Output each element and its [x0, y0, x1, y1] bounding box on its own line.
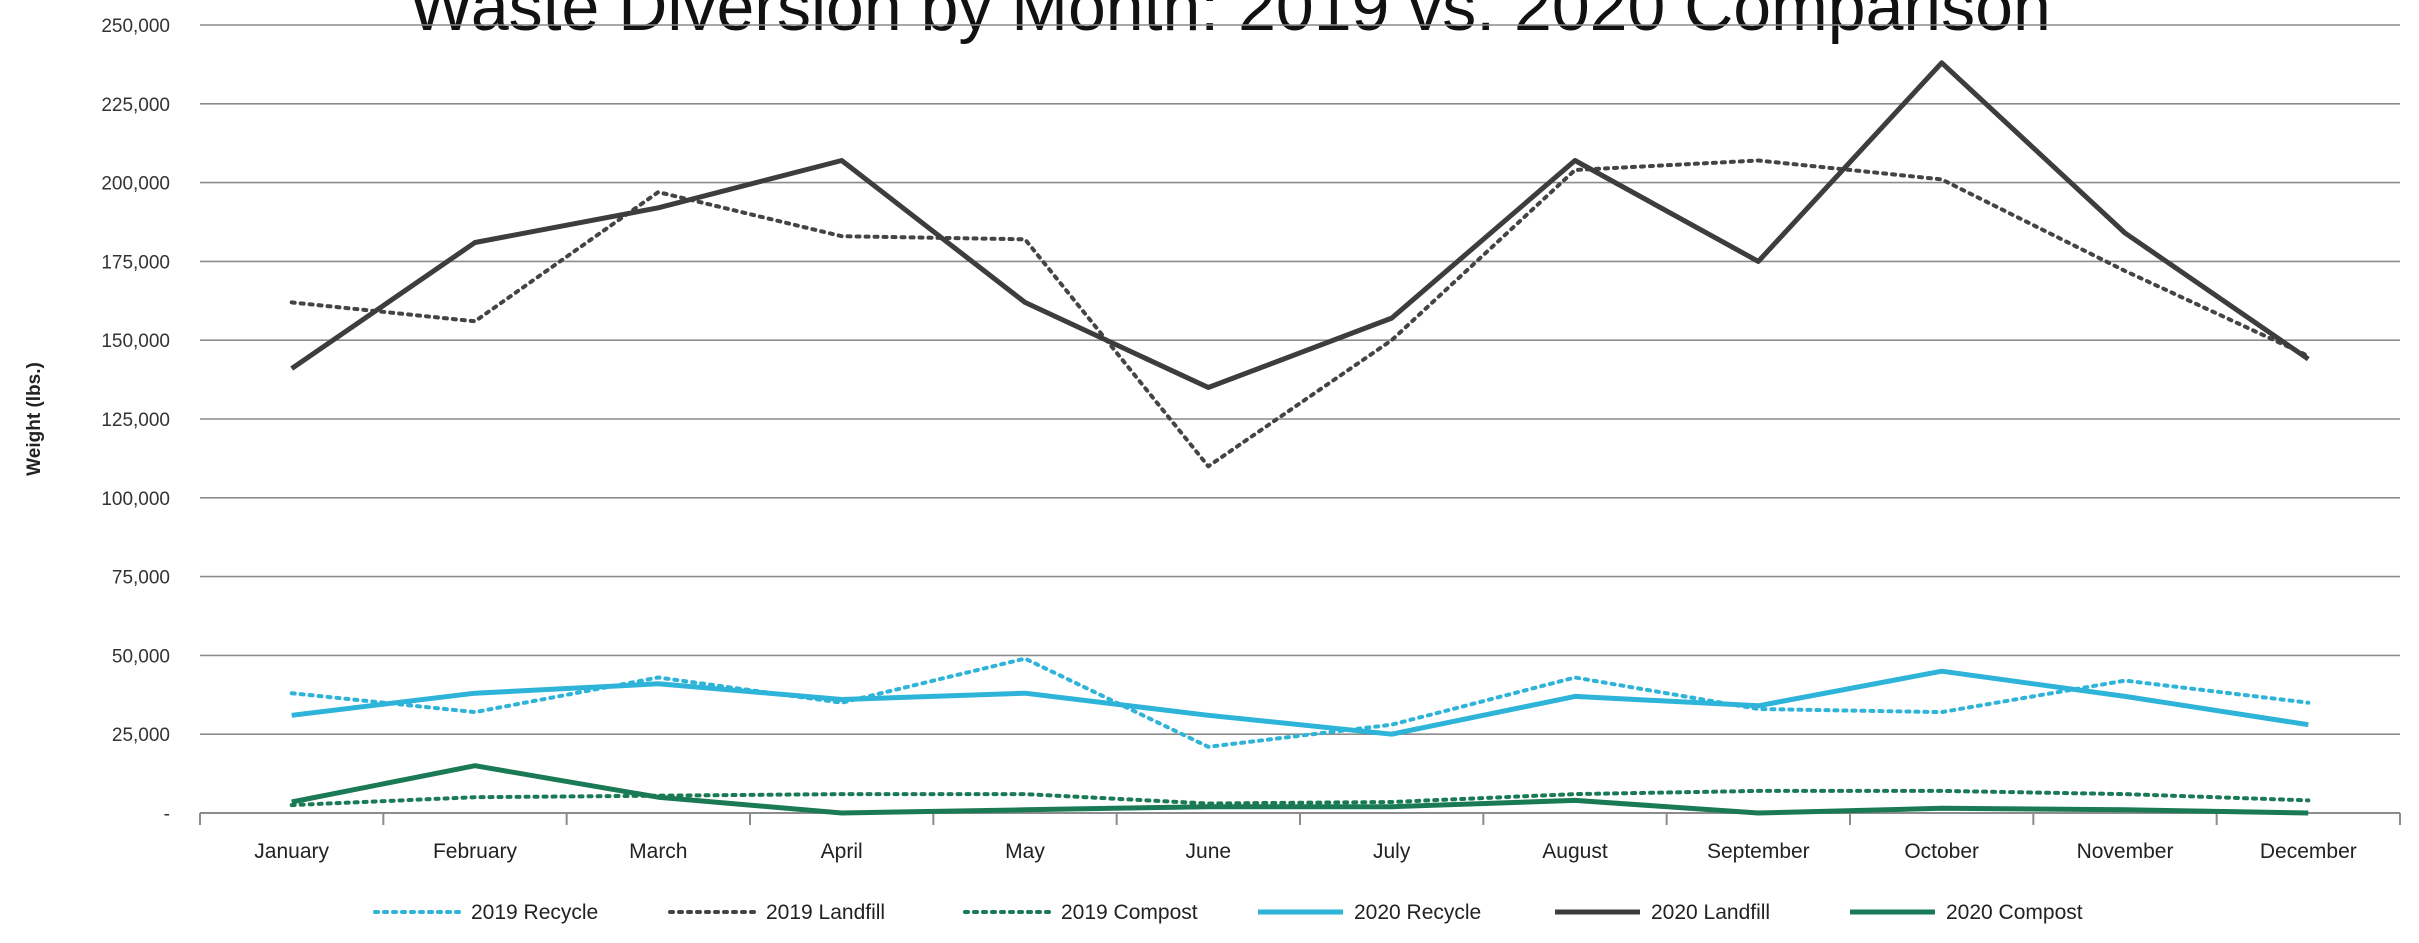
x-tick-label-october: October	[1904, 840, 1979, 863]
legend-label-2020-compost: 2020 Compost	[1946, 901, 2083, 924]
y-tick-label: 50,000	[112, 646, 170, 667]
y-tick-label: 175,000	[101, 252, 170, 273]
legend-label-2019-compost: 2019 Compost	[1061, 901, 1198, 924]
y-tick-label: 150,000	[101, 331, 170, 352]
y-tick-label: 25,000	[112, 725, 170, 746]
gridlines	[200, 24, 2400, 736]
y-tick-label: 100,000	[101, 489, 170, 510]
series-line-2020-landfill	[290, 60, 2310, 390]
legend-label-2020-recycle: 2020 Recycle	[1354, 901, 1481, 924]
x-tick-label-may: May	[1005, 840, 1045, 863]
series-line-2019-recycle	[289, 656, 2311, 749]
x-tick-label-november: November	[2077, 840, 2174, 863]
y-tick-label: -	[164, 804, 170, 825]
x-tick-label-june: June	[1186, 840, 1232, 863]
x-tick-label-january: January	[254, 840, 329, 863]
legend: 2019 Recycle 2019 Landfill 2019 Compost 202…	[373, 901, 2083, 924]
x-tick-label-september: September	[1707, 840, 1810, 863]
y-tick-label: 225,000	[101, 95, 170, 116]
x-tick-label-august: August	[1542, 840, 1608, 863]
series-line-2019-landfill	[289, 158, 2311, 469]
y-tick-label: 125,000	[101, 410, 170, 431]
x-tick-label-february: February	[433, 840, 518, 863]
y-axis-ticks: - 25,000 50,000 75,000 100,000 125,000 150,000…	[101, 16, 170, 825]
series-line-2020-compost	[291, 763, 2309, 816]
x-tick-label-march: March	[629, 840, 687, 863]
x-tick-label-july: July	[1373, 840, 1411, 863]
y-axis-title: Weight (lbs.)	[24, 362, 45, 476]
series-line-2020-recycle	[291, 668, 2309, 737]
series-line-2019-compost	[289, 788, 2311, 808]
legend-label-2019-recycle: 2019 Recycle	[471, 901, 598, 924]
chart-title: Waste Diversion by Month: 2019 vs. 2020 …	[409, 0, 2051, 45]
series-lines	[289, 60, 2311, 816]
x-axis: January February March April May June July Augu…	[199, 812, 2401, 863]
legend-label-2020-landfill: 2020 Landfill	[1651, 901, 1770, 924]
y-tick-label: 75,000	[112, 568, 170, 589]
y-tick-label: 200,000	[101, 174, 170, 195]
legend-label-2019-landfill: 2019 Landfill	[766, 901, 885, 924]
y-tick-label: 250,000	[101, 16, 170, 37]
x-tick-label-april: April	[821, 840, 863, 863]
x-tick-label-december: December	[2260, 840, 2357, 863]
